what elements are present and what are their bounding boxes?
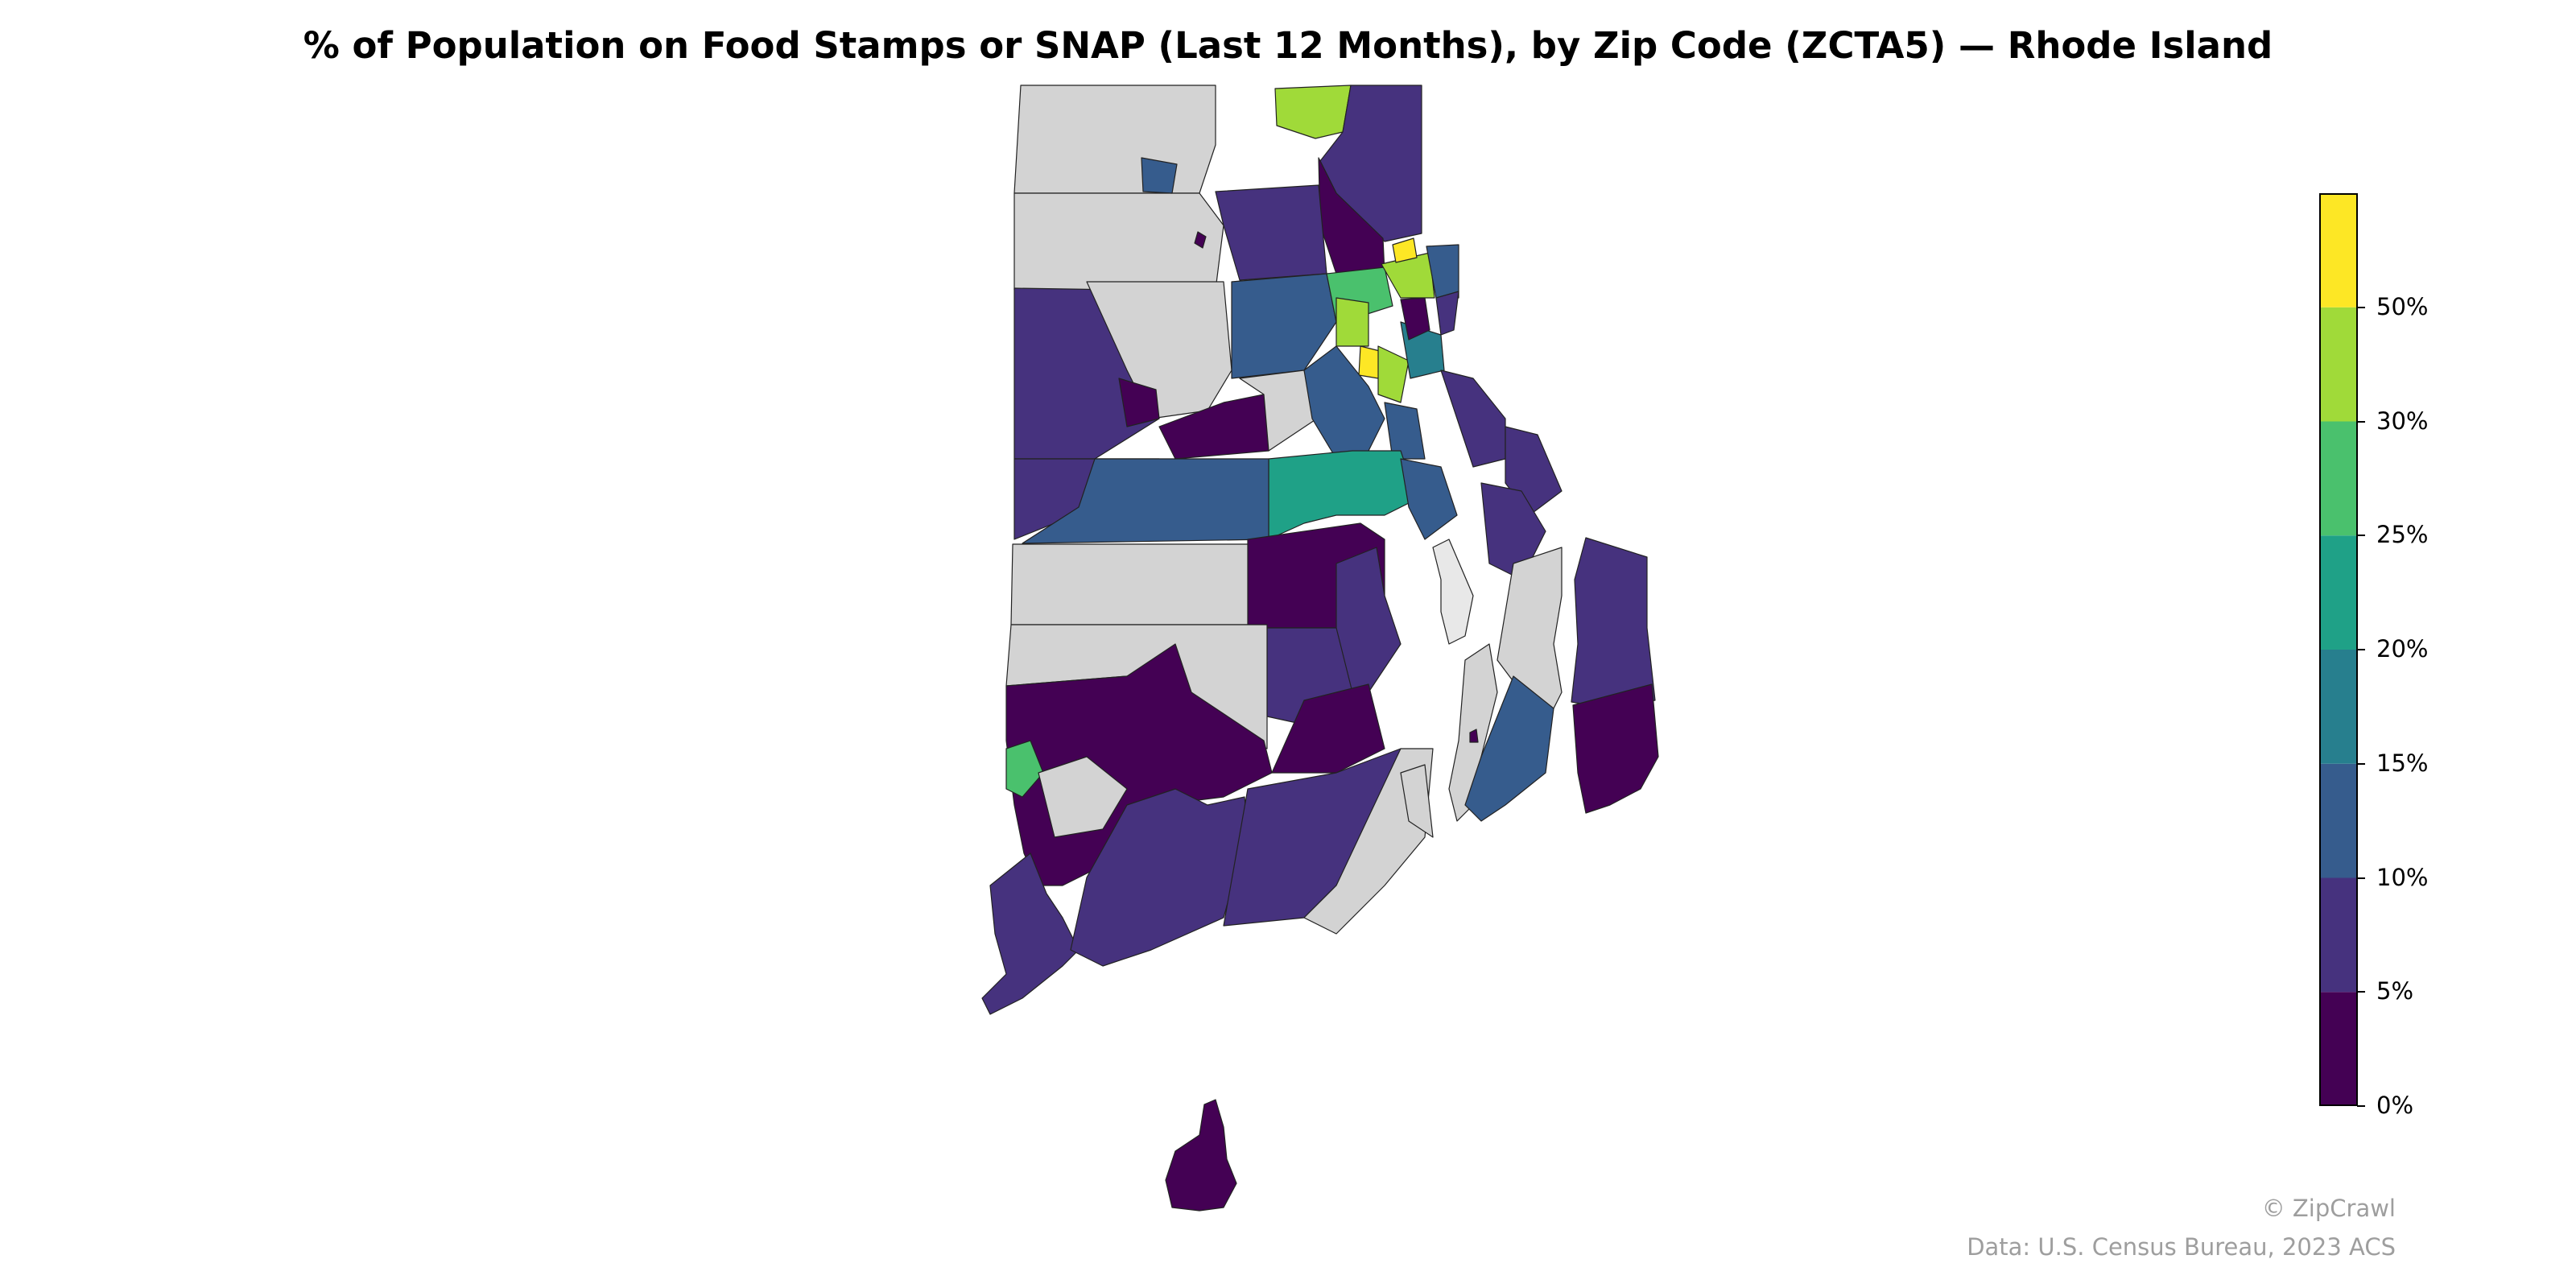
colorbar-tick-label: 15% [2376,749,2429,777]
zcta-region[interactable] [1400,458,1458,540]
zcta-region[interactable] [1572,683,1659,814]
zcta-region[interactable] [1010,543,1249,625]
zcta-region[interactable] [1022,458,1269,544]
colorbar-bin [2320,307,2357,422]
colorbar-tick-label: 25% [2376,521,2429,549]
data-source-credit: Data: U.S. Census Bureau, 2023 ACS [1967,1233,2396,1261]
zcta-region[interactable] [1070,788,1249,967]
zcta-region[interactable] [1231,273,1337,379]
colorbar-tick-label: 0% [2376,1092,2414,1119]
colorbar-bin [2320,992,2357,1106]
colorbar-bin [2320,193,2357,308]
colorbar-tick-mark [2357,535,2365,537]
zcta-region[interactable] [1571,537,1656,709]
colorbar-tick-mark [2357,306,2365,308]
zcta-region[interactable] [1435,291,1459,336]
colorbar-tick-label: 5% [2376,977,2414,1005]
colorbar-bin [2320,650,2357,764]
colorbar-tick-label: 10% [2376,863,2429,891]
legend-colorbar [2319,193,2358,1106]
zcta-region[interactable] [1013,85,1216,194]
zcta-region[interactable] [1271,683,1385,774]
zcta-region[interactable] [1358,345,1381,379]
zcta-region[interactable] [1194,231,1207,249]
colorbar-tick-mark [2357,762,2365,765]
map-title: % of Population on Food Stamps or SNAP (… [303,24,2273,67]
zcta-region[interactable] [1426,244,1459,299]
zcta-region[interactable] [981,852,1080,1015]
zcta-region[interactable] [1013,192,1224,291]
colorbar-tick-label: 30% [2376,407,2429,435]
colorbar-tick-mark [2357,1105,2365,1107]
zcta-region[interactable] [1274,85,1352,139]
colorbar-bin [2320,877,2357,993]
colorbar-tick-mark [2357,991,2365,993]
zcta-region[interactable] [1303,748,1434,935]
zcta-region[interactable] [1440,369,1506,468]
colorbar-bin [2320,763,2357,878]
zcta-region[interactable] [1480,482,1546,580]
rhode-island-zcta-map [981,85,1659,1212]
zcta-region[interactable] [1400,764,1434,838]
zcta-region[interactable] [1268,450,1418,540]
colorbar-tick-mark [2357,420,2365,423]
zcta-region[interactable] [1165,1099,1237,1212]
zcta-region[interactable] [1464,675,1554,822]
colorbar-tick-mark [2357,877,2365,879]
zcta-region[interactable] [1005,740,1044,798]
colorbar-bin [2320,535,2357,650]
zcta-region[interactable] [1038,756,1128,838]
colorbar-tick-label: 20% [2376,635,2429,663]
zcta-region[interactable] [1335,297,1369,347]
zcta-region[interactable] [1215,184,1327,281]
brand-credit: © ZipCrawl [2261,1195,2396,1222]
zcta-region[interactable] [1432,539,1474,645]
zcta-region[interactable] [1141,157,1178,194]
zcta-region[interactable] [1469,729,1479,743]
zcta-region[interactable] [1377,345,1410,403]
zcta-region[interactable] [1239,369,1318,452]
colorbar-bin [2320,421,2357,536]
zcta-region[interactable] [1392,237,1418,263]
colorbar-tick-mark [2357,649,2365,650]
zcta-region[interactable] [1384,402,1426,460]
colorbar-tick-label: 50% [2376,292,2429,320]
zcta-region[interactable] [1400,297,1430,341]
zcta-region[interactable] [1118,378,1160,427]
